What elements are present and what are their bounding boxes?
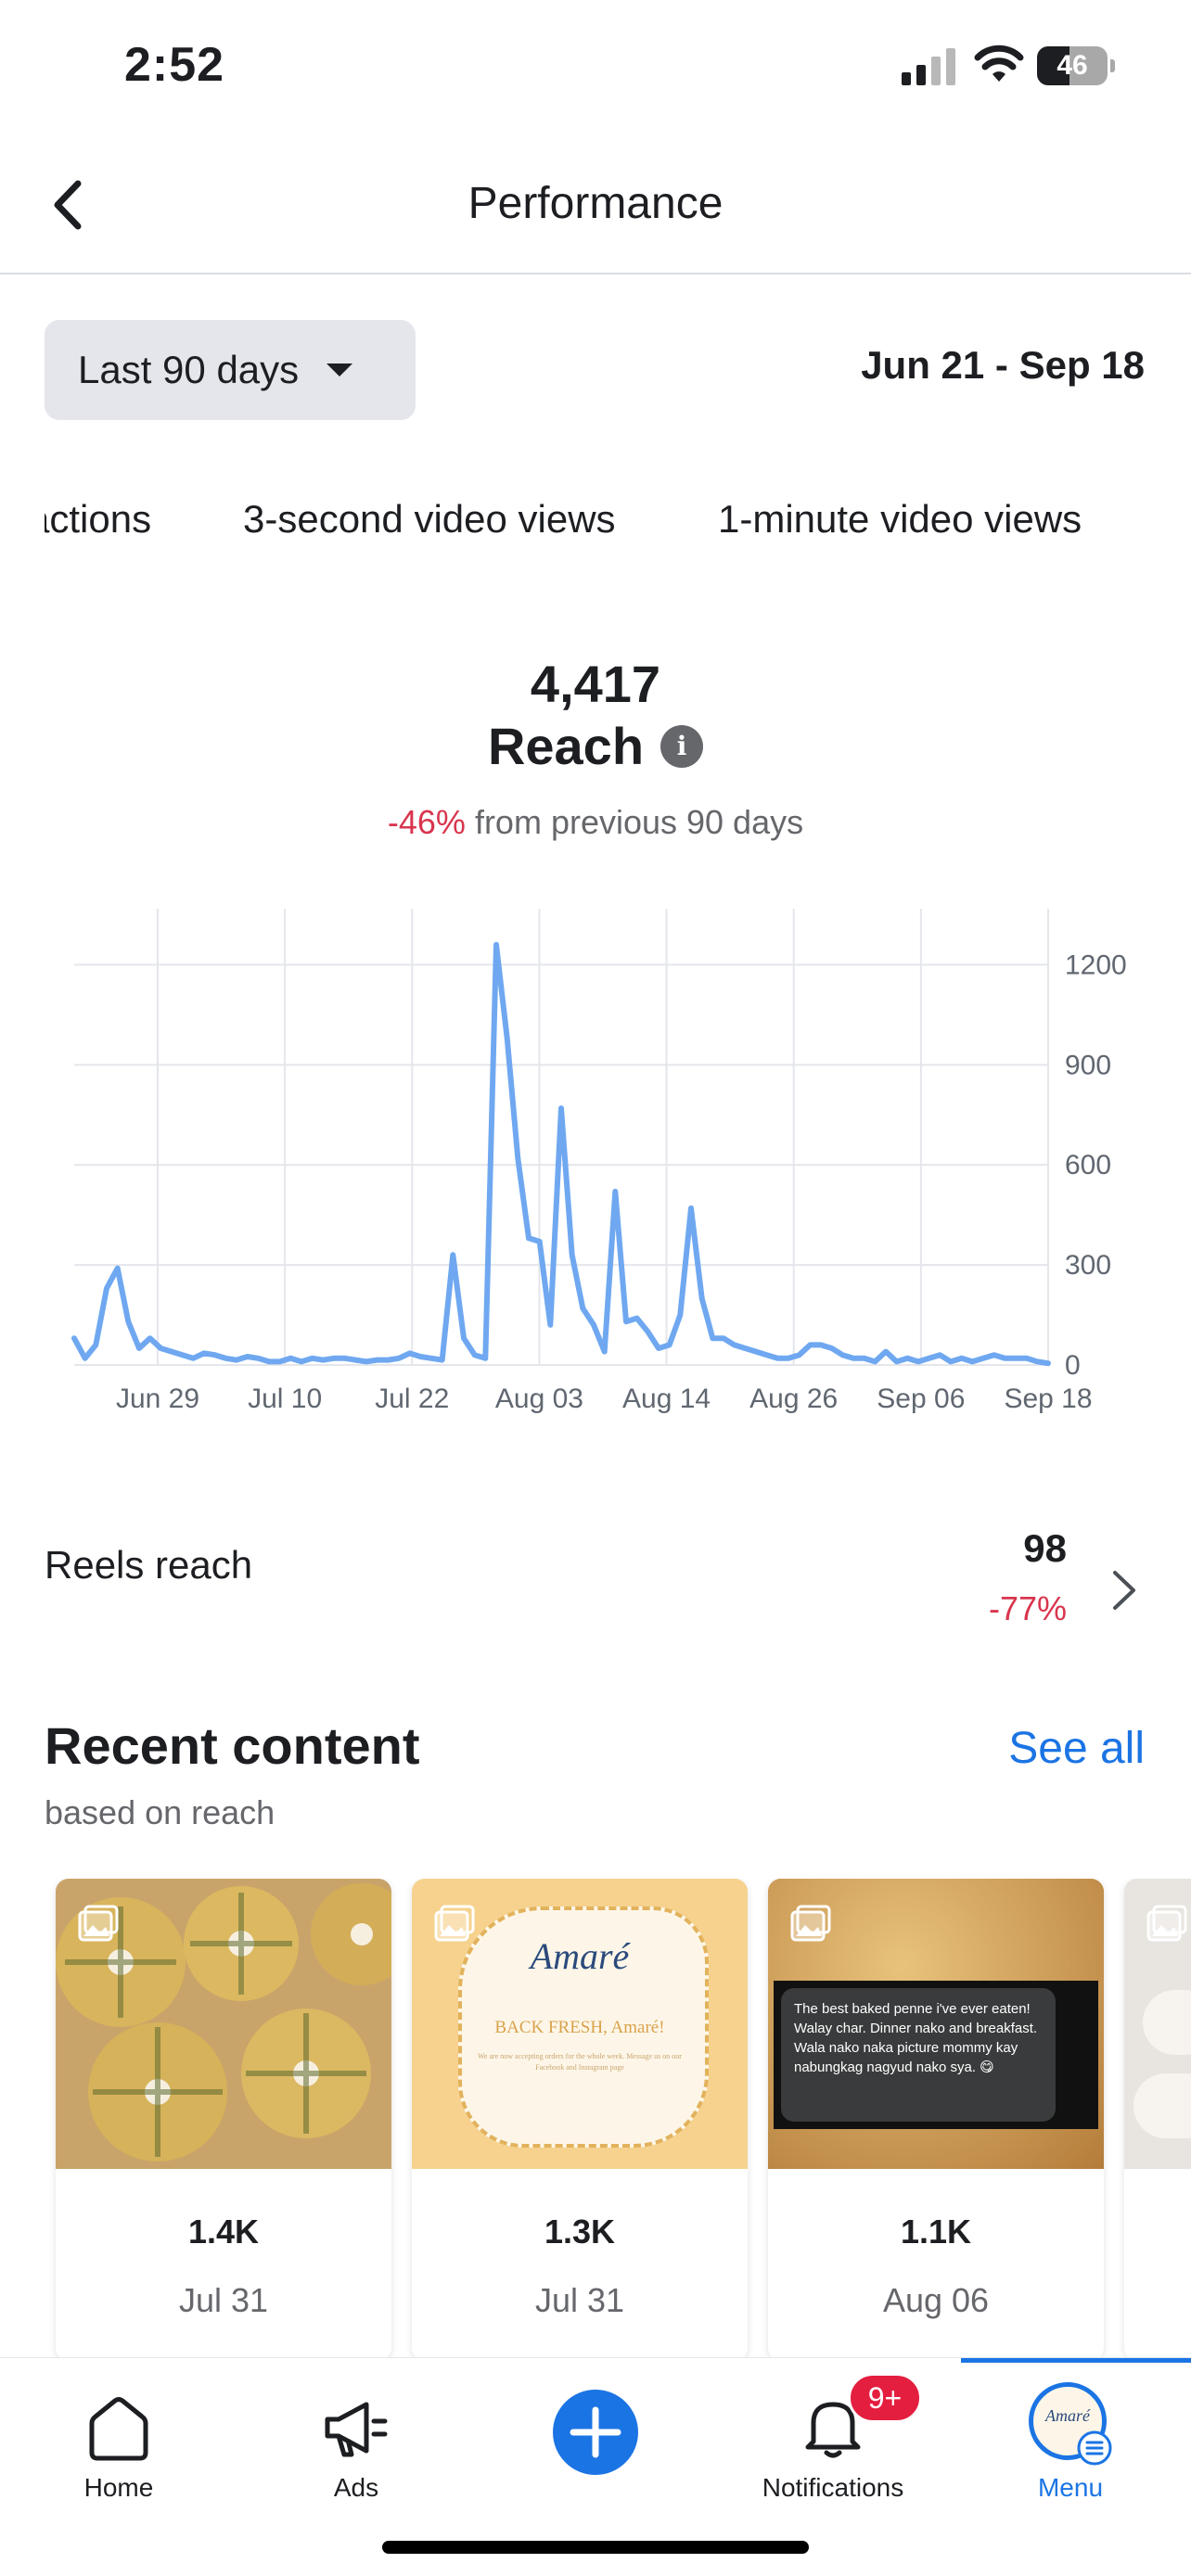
x-tick-label: Aug 03 xyxy=(495,1384,583,1414)
card-reach-value: 1.3K xyxy=(544,2213,616,2251)
x-tick-label: Sep 06 xyxy=(877,1384,965,1414)
content-card[interactable]: The best baked penne i've ever eaten! Wa… xyxy=(768,1879,1104,2361)
header: Performance xyxy=(0,139,1191,274)
garlic-bread-photo xyxy=(56,1879,391,2169)
reach-change-suffix: from previous 90 days xyxy=(474,803,804,841)
notifications-badge: 9+ xyxy=(848,2373,922,2423)
card-reach-value: 1.4K xyxy=(187,2213,260,2251)
battery-icon: 46 xyxy=(1037,46,1115,85)
thumb-body: We are now accepting orders for the whol… xyxy=(478,2052,682,2072)
y-tick-label: 0 xyxy=(1065,1350,1081,1381)
nav-create[interactable] xyxy=(477,2358,714,2544)
tab-1-minute-video-views[interactable]: 1-minute video views xyxy=(718,497,1082,541)
battery-level: 46 xyxy=(1057,50,1088,81)
cellular-signal-icon xyxy=(902,48,955,85)
recent-content-subtitle: based on reach xyxy=(45,1793,275,1831)
reach-series-line xyxy=(71,941,1051,1367)
reels-reach-value: 98 xyxy=(1023,1526,1067,1570)
thumb-headline: BACK FRESH, Amaré! xyxy=(494,2018,665,2037)
post-thumbnail: The best baked penne i've ever eaten! Wa… xyxy=(768,1879,1104,2169)
card-date: Aug 06 xyxy=(882,2281,990,2319)
photo-icon xyxy=(434,1905,475,1942)
reach-chart: 1200 900 600 300 0 Jun 29 Jul 10 Jul 22 Aug 03 Au… xyxy=(0,890,1191,1428)
reach-change-percent: -46% xyxy=(387,803,466,841)
chevron-right-icon xyxy=(1113,1571,1135,1610)
reach-total: 4,417 xyxy=(530,655,661,713)
nav-notifications-label: Notifications xyxy=(762,2473,904,2502)
content-card[interactable]: 1.4K Jul 31 xyxy=(56,1879,391,2361)
reach-label: Reach xyxy=(487,717,645,775)
photo-icon xyxy=(790,1905,831,1942)
x-tick-label: Aug 26 xyxy=(749,1384,838,1414)
see-all-link[interactable]: See all xyxy=(1008,1724,1145,1773)
post-thumbnail xyxy=(56,1879,391,2169)
nav-active-indicator xyxy=(961,2358,1191,2363)
date-range-dropdown[interactable]: Last 90 days xyxy=(45,320,416,420)
wifi-icon xyxy=(974,45,1024,82)
nav-menu[interactable]: Amaré Menu xyxy=(952,2358,1189,2544)
date-range-dropdown-label: Last 90 days xyxy=(78,348,300,391)
content-card[interactable]: Amaré BACK FRESH, Amaré! We are now acce… xyxy=(412,1879,748,2361)
bottom-nav: Home Ads 9+ Notifications Amaré xyxy=(0,2357,1191,2576)
photo-icon xyxy=(1146,1905,1187,1942)
tab-actions[interactable]: actions xyxy=(45,497,152,541)
x-tick-label: Jun 29 xyxy=(116,1384,199,1414)
nav-notifications[interactable]: 9+ Notifications xyxy=(714,2358,952,2544)
megaphone-icon xyxy=(325,2402,388,2457)
y-tick-label: 600 xyxy=(1065,1150,1111,1180)
x-tick-label: Aug 14 xyxy=(622,1384,711,1414)
reach-change: -46% from previous 90 days xyxy=(0,803,1191,842)
date-range-text: Jun 21 - Sep 18 xyxy=(861,343,1145,387)
nav-ads-label: Ads xyxy=(333,2473,379,2502)
chevron-left-icon xyxy=(54,180,82,230)
x-tick-label: Jul 22 xyxy=(375,1384,449,1414)
y-tick-label: 900 xyxy=(1065,1050,1111,1080)
plus-icon xyxy=(553,2390,638,2475)
reels-reach-label: Reels reach xyxy=(45,1543,253,1587)
back-button[interactable] xyxy=(41,172,93,237)
x-tick-label: Sep 18 xyxy=(1004,1384,1092,1414)
review-text: The best baked penne i've ever eaten! Wa… xyxy=(781,1988,1056,2122)
page-title: Performance xyxy=(467,179,724,228)
x-tick-label: Jul 10 xyxy=(248,1384,322,1414)
post-thumbnail xyxy=(1124,1879,1191,2169)
home-icon xyxy=(89,2397,148,2461)
nav-home[interactable]: Home xyxy=(0,2358,237,2544)
photo-icon xyxy=(78,1905,119,1942)
reach-label-row: Reach i xyxy=(0,716,1191,776)
nav-menu-label: Menu xyxy=(1037,2473,1104,2502)
card-reach-value: 1.1K xyxy=(900,2213,972,2251)
recent-content-carousel: 1.4K Jul 31 Amaré BACK FRESH, Amaré! We … xyxy=(0,1879,1191,2361)
content-card[interactable] xyxy=(1124,1879,1191,2361)
nav-home-label: Home xyxy=(83,2473,154,2502)
avatar: Amaré xyxy=(1029,2382,1112,2466)
card-date: Jul 31 xyxy=(178,2281,269,2319)
card-date: Jul 31 xyxy=(534,2281,625,2319)
y-tick-label: 1200 xyxy=(1065,950,1127,980)
bell-icon xyxy=(805,2402,861,2458)
metric-tabs: actions 3-second video views 1-minute vi… xyxy=(45,497,1191,558)
reels-reach-change: -77% xyxy=(988,1589,1067,1627)
thumb-brand: Amaré xyxy=(530,1935,630,1977)
avatar-text: Amaré xyxy=(1045,2406,1090,2425)
menu-lines-icon xyxy=(1077,2430,1112,2466)
nav-ads[interactable]: Ads xyxy=(237,2358,475,2544)
status-time: 2:52 xyxy=(124,38,225,92)
y-tick-label: 300 xyxy=(1065,1250,1111,1281)
info-icon[interactable]: i xyxy=(660,724,704,768)
recent-content-title: Recent content xyxy=(45,1716,420,1775)
caret-down-icon xyxy=(327,363,353,376)
reels-reach-row[interactable]: Reels reach 98 -77% xyxy=(0,1521,1191,1651)
post-thumbnail: Amaré BACK FRESH, Amaré! We are now acce… xyxy=(412,1879,748,2169)
home-indicator xyxy=(382,2541,809,2554)
status-bar: 2:52 46 xyxy=(0,0,1191,130)
tab-3-second-video-views[interactable]: 3-second video views xyxy=(243,497,616,541)
reach-line-chart: 1200 900 600 300 0 Jun 29 Jul 10 Jul 22 Aug 03 Au… xyxy=(71,909,1127,1414)
